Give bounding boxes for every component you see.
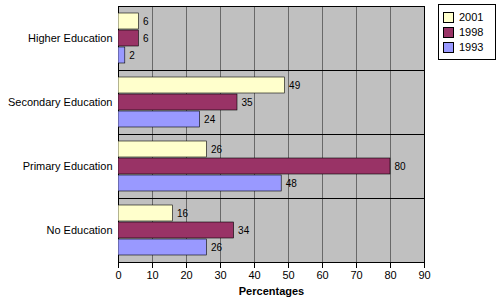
svg-text:34: 34 <box>238 225 250 236</box>
svg-text:24: 24 <box>204 114 216 125</box>
svg-text:70: 70 <box>350 269 362 281</box>
svg-text:16: 16 <box>177 208 189 219</box>
svg-text:0: 0 <box>115 269 121 281</box>
svg-text:49: 49 <box>289 80 301 91</box>
svg-text:90: 90 <box>418 269 430 281</box>
html-text:1993: 1993 <box>459 41 484 53</box>
svg-text:80: 80 <box>395 161 407 172</box>
svg-text:80: 80 <box>384 269 396 281</box>
svg-text:No Education: No Education <box>46 224 112 236</box>
svg-text:35: 35 <box>242 97 254 108</box>
svg-text:60: 60 <box>316 269 328 281</box>
svg-text:26: 26 <box>211 144 223 155</box>
svg-text:2: 2 <box>129 50 135 61</box>
svg-text:10: 10 <box>146 269 158 281</box>
html-text:1998: 1998 <box>459 26 484 38</box>
svg-text:26: 26 <box>211 242 223 253</box>
svg-text:50: 50 <box>282 269 294 281</box>
svg-text:6: 6 <box>143 33 149 44</box>
svg-text:40: 40 <box>248 269 260 281</box>
svg-text:30: 30 <box>214 269 226 281</box>
svg-text:Primary Education: Primary Education <box>23 160 113 172</box>
svg-text:6: 6 <box>143 16 149 27</box>
svg-text:48: 48 <box>286 178 298 189</box>
svg-text:Secondary Education: Secondary Education <box>8 96 113 108</box>
svg-text:Percentages: Percentages <box>239 285 304 297</box>
svg-text:Higher Education: Higher Education <box>28 32 112 44</box>
html-text:2001: 2001 <box>459 11 484 23</box>
svg-text:20: 20 <box>180 269 192 281</box>
